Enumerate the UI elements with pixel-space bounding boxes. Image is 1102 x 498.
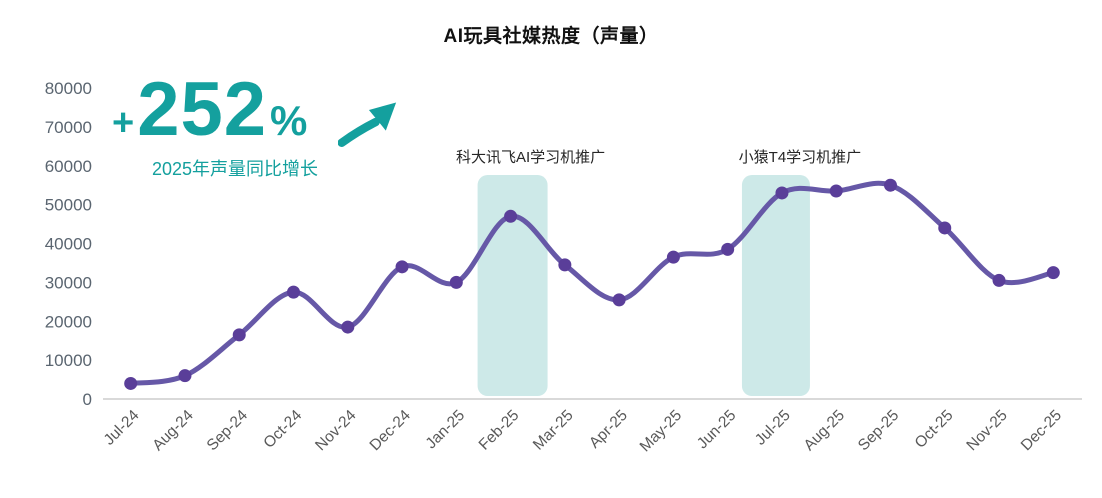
stat-plus-sign: + (112, 102, 135, 144)
y-tick-label: 80000 (45, 79, 92, 98)
x-tick-label: Sep-24 (204, 407, 252, 455)
chart-title: AI玩具社媒热度（声量） (443, 26, 659, 47)
y-tick-label: 60000 (45, 157, 92, 176)
x-tick-label: Aug-24 (149, 407, 197, 455)
data-point-marker (1046, 266, 1060, 280)
data-point-marker (938, 221, 952, 235)
data-point-marker (721, 242, 735, 256)
data-point-marker (883, 178, 897, 192)
event-annotation-label: 科大讯飞AI学习机推广 (455, 149, 606, 166)
data-point-marker (775, 186, 789, 200)
x-tick-label: Nov-24 (312, 407, 360, 455)
yoy-growth-stat: + 252 % 2025年声量同比增长 (112, 72, 397, 181)
x-tick-label: Dec-25 (1018, 407, 1065, 454)
data-point-marker (341, 320, 355, 334)
stat-row: + 252 % (112, 72, 318, 148)
y-tick-label: 50000 (45, 196, 92, 215)
y-tick-label: 0 (83, 390, 92, 409)
data-point-marker (504, 209, 518, 223)
data-point-marker (612, 293, 626, 307)
data-point-marker (178, 369, 192, 383)
data-point-marker (232, 328, 246, 342)
data-point-marker (558, 258, 572, 272)
up-trend-arrow-icon (338, 102, 397, 147)
series-line (128, 180, 1056, 386)
y-tick-label: 20000 (45, 312, 92, 331)
event-annotation-label: 小猿T4学习机推广 (738, 149, 862, 166)
highlight-band (741, 175, 810, 396)
data-point-marker (829, 184, 843, 198)
x-tick-label: May-25 (637, 407, 686, 456)
x-tick-label: Jan-25 (423, 407, 469, 453)
x-tick-label: Nov-25 (963, 407, 1010, 454)
x-tick-label: Mar-25 (530, 407, 577, 454)
x-tick-label: Jun-25 (694, 407, 740, 453)
x-tick-label: Jul-24 (101, 407, 143, 449)
x-tick-label: Dec-24 (367, 407, 415, 455)
x-tick-label: Oct-24 (260, 407, 305, 452)
y-tick-label: 70000 (45, 118, 92, 137)
data-point-marker (395, 260, 409, 274)
x-tick-label: Aug-25 (801, 407, 848, 454)
x-tick-label: Feb-25 (476, 407, 523, 454)
stat-caption: 2025年声量同比增长 (152, 159, 319, 179)
highlight-band (477, 175, 548, 396)
y-tick-label: 10000 (45, 351, 92, 370)
data-point-marker (992, 273, 1006, 287)
data-point-marker (449, 275, 463, 289)
x-tick-label: Apr-25 (586, 407, 631, 452)
data-point-marker (287, 285, 301, 299)
y-tick-label: 30000 (45, 273, 92, 292)
y-tick-label: 40000 (45, 235, 92, 254)
x-tick-label: Jul-25 (752, 407, 794, 449)
stat-percent-sign: % (270, 97, 308, 144)
stat-value: 252 (137, 67, 268, 152)
data-point-marker (666, 250, 680, 264)
x-tick-label: Oct-25 (912, 407, 957, 452)
x-tick-label: Sep-25 (855, 407, 902, 454)
data-point-marker (124, 376, 138, 390)
